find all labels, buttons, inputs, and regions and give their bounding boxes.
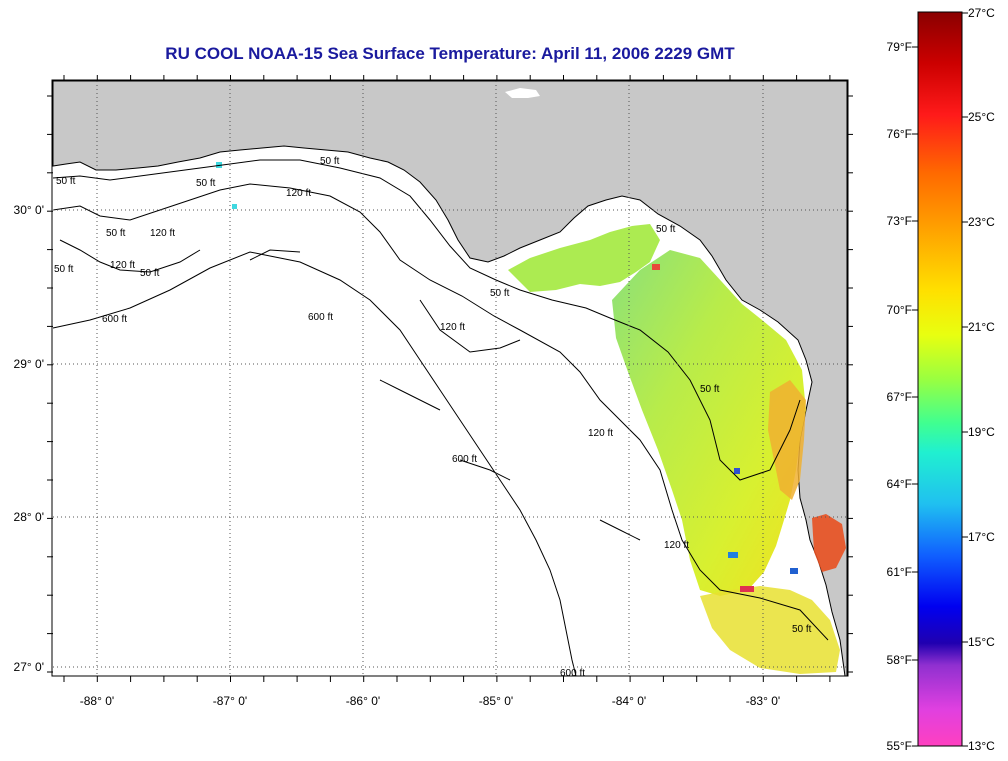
- legend-c-label: 19°C: [968, 425, 995, 439]
- contour-label: 120 ft: [110, 260, 135, 271]
- land-area: [52, 80, 848, 677]
- sst-patch-north: [508, 224, 660, 292]
- lon-tick-label: -83° 0': [746, 694, 780, 708]
- contour-label: 120 ft: [588, 428, 613, 439]
- map-title: RU COOL NOAA-15 Sea Surface Temperature:…: [165, 44, 735, 63]
- frame-ticks: [47, 75, 853, 682]
- sst-cold-speck: [790, 568, 798, 574]
- lon-tick-label: -84° 0': [612, 694, 646, 708]
- sst-patch-main: [612, 250, 806, 596]
- legend-f-label: 61°F: [887, 565, 912, 579]
- lon-tick-label: -86° 0': [346, 694, 380, 708]
- contour-label: 50 ft: [490, 288, 510, 299]
- legend-f-label: 73°F: [887, 214, 912, 228]
- contour-label: 600 ft: [452, 454, 477, 465]
- contour-label: 600 ft: [102, 314, 127, 325]
- lat-tick-label: 30° 0': [14, 203, 44, 217]
- legend-f-label: 70°F: [887, 303, 912, 317]
- lon-tick-label: -85° 0': [479, 694, 513, 708]
- contour-label: 120 ft: [440, 322, 465, 333]
- graticule: [53, 81, 847, 676]
- lon-tick-label: -88° 0': [80, 694, 114, 708]
- lat-tick-label: 28° 0': [14, 510, 44, 524]
- legend-f-label: 64°F: [887, 477, 912, 491]
- contour-label: 50 ft: [140, 268, 160, 279]
- legend-c-label: 13°C: [968, 739, 995, 753]
- legend-f-label: 58°F: [887, 653, 912, 667]
- lat-tick-label: 27° 0': [14, 660, 44, 674]
- contour-label: 120 ft: [150, 228, 175, 239]
- sst-map: 50 ft 50 ft 120 ft 600 ft 600 ft 50 ft 1…: [14, 75, 853, 708]
- legend-c-label: 15°C: [968, 635, 995, 649]
- lat-tick-label: 29° 0': [14, 357, 44, 371]
- color-bar: [917, 11, 963, 747]
- contour-label: 120 ft: [286, 188, 311, 199]
- sst-patch-south: [700, 586, 840, 674]
- sst-warm-speck: [740, 586, 754, 592]
- contour-label: 600 ft: [560, 668, 585, 679]
- inland-water: [505, 88, 540, 98]
- contour-50ft: [52, 159, 801, 481]
- legend-f-label: 79°F: [887, 40, 912, 54]
- contour-label: 120 ft: [664, 540, 689, 551]
- legend-c-label: 21°C: [968, 320, 995, 334]
- contour-label: 50 ft: [106, 228, 126, 239]
- legend-c-label: 27°C: [968, 6, 995, 20]
- sst-cold-speck: [734, 468, 740, 474]
- contour-label: 50 ft: [196, 178, 216, 189]
- contour-label: 600 ft: [308, 312, 333, 323]
- sst-warm-speck: [652, 264, 660, 270]
- sst-cold-speck: [232, 204, 237, 209]
- sst-cold-speck: [728, 552, 738, 558]
- contour-label: 50 ft: [700, 384, 720, 395]
- legend-f-label: 55°F: [887, 739, 912, 753]
- contour-label: 50 ft: [656, 224, 676, 235]
- contour-label: 50 ft: [792, 624, 812, 635]
- legend-f-label: 76°F: [887, 127, 912, 141]
- sst-patch-bay: [812, 514, 846, 572]
- contour-label: 50 ft: [56, 176, 76, 187]
- contour-label: 50 ft: [320, 156, 340, 167]
- legend-c-label: 25°C: [968, 110, 995, 124]
- contour-120ft: [52, 183, 829, 641]
- lon-tick-label: -87° 0': [213, 694, 247, 708]
- legend-c-label: 17°C: [968, 530, 995, 544]
- depth-contours: [52, 159, 829, 677]
- legend-f-label: 67°F: [887, 390, 912, 404]
- legend-c-label: 23°C: [968, 215, 995, 229]
- contour-600ft: [52, 251, 577, 677]
- contour-label: 50 ft: [54, 264, 74, 275]
